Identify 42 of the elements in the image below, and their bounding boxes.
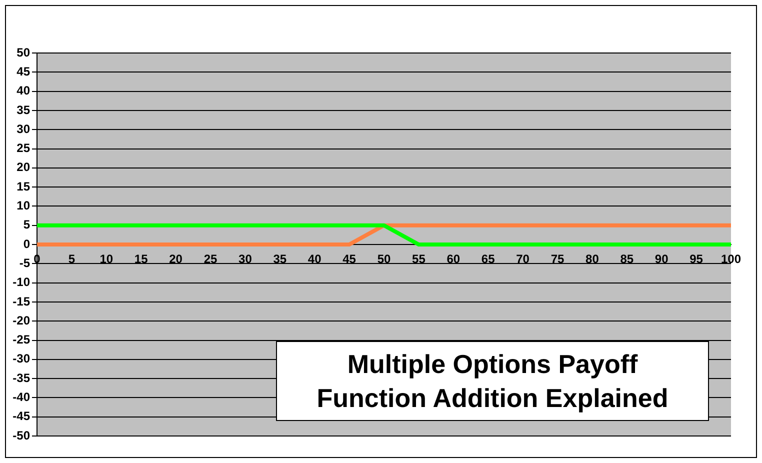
- x-tick-label: 75: [550, 252, 564, 266]
- x-tick-label: 65: [481, 252, 496, 266]
- y-tick-label: -20: [12, 313, 30, 328]
- y-tick-label: -45: [12, 409, 30, 424]
- y-tick-label: 25: [16, 141, 30, 156]
- x-tick-label: 20: [169, 252, 183, 266]
- x-tick-label: 10: [100, 252, 114, 266]
- text: Multiple Options Payoff Function Addition Explained: [276, 341, 709, 421]
- y-tick-label: -25: [12, 332, 30, 347]
- y-tick-label: -5: [19, 256, 30, 270]
- x-tick-label: 50: [377, 252, 391, 266]
- y-tick-label: 15: [16, 179, 30, 194]
- x-tick-label: 100: [720, 252, 742, 266]
- y-tick-label: 45: [16, 64, 30, 78]
- y-tick-label: 0: [23, 236, 30, 251]
- x-tick-label: 80: [586, 252, 600, 266]
- x-tick-label: 70: [516, 252, 530, 266]
- x-tick-label: 25: [204, 252, 218, 266]
- y-tick-label: -10: [12, 275, 30, 290]
- y-tick-label: -15: [12, 294, 30, 308]
- y-tick-label: 35: [16, 102, 30, 117]
- x-tick-label: 55: [412, 252, 426, 266]
- x-tick-label: 15: [134, 252, 148, 266]
- x-tick-label: 95: [690, 252, 704, 266]
- x-tick-label: 60: [446, 252, 460, 266]
- y-tick-label: -30: [12, 352, 30, 366]
- y-tick-label: 20: [16, 160, 30, 174]
- x-tick-label: 40: [308, 252, 322, 266]
- y-tick-label: 40: [16, 84, 30, 98]
- y-tick-label: 30: [16, 122, 30, 136]
- y-tick-label: -35: [12, 370, 30, 385]
- x-tick-label: 90: [654, 252, 669, 266]
- x-tick-label: 5: [68, 252, 76, 266]
- x-tick-label: 45: [342, 252, 356, 266]
- y-tick-label: 10: [16, 198, 30, 213]
- y-tick-label: -40: [12, 390, 30, 404]
- x-tick-label: 30: [238, 252, 252, 266]
- y-tick-label: 50: [16, 45, 30, 60]
- x-tick-label: 35: [273, 252, 287, 266]
- y-tick-label: -50: [12, 428, 30, 442]
- y-tick-label: 5: [23, 218, 30, 232]
- x-tick-label: 85: [620, 252, 634, 266]
